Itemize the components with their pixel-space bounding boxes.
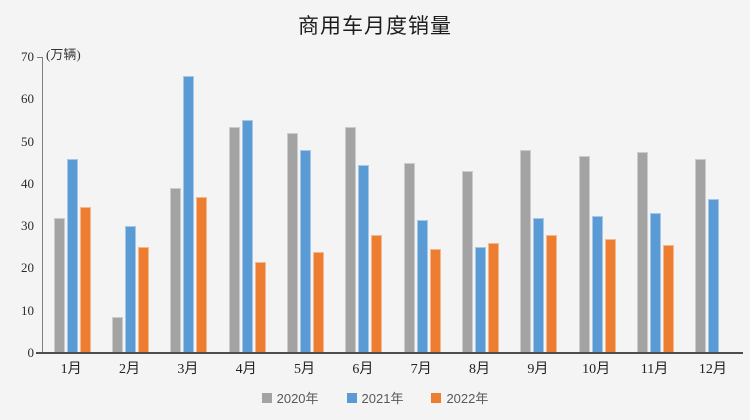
bar-2020年 xyxy=(520,150,532,353)
bar-2020年 xyxy=(578,156,590,353)
bar-2022年 xyxy=(196,196,208,353)
bar-2020年 xyxy=(461,171,473,353)
bar-group xyxy=(510,57,568,353)
y-axis-label: 30 xyxy=(21,218,34,234)
bar-2022年 xyxy=(604,238,616,353)
x-axis-label: 5月 xyxy=(293,362,315,377)
bar-2020年 xyxy=(286,133,298,353)
bar-2021年 xyxy=(124,226,136,353)
bar-2021年 xyxy=(649,213,661,353)
bar-2021年 xyxy=(66,158,78,353)
y-axis-label: 70 xyxy=(21,49,34,64)
y-axis-label: 10 xyxy=(21,302,34,318)
bar-group xyxy=(568,57,626,353)
x-axis-line xyxy=(36,352,743,354)
x-axis-label: 12月 xyxy=(698,362,727,377)
bar-2021年 xyxy=(358,164,370,353)
legend-label: 2020年 xyxy=(276,391,319,406)
plot-area xyxy=(42,57,743,353)
bar-2020年 xyxy=(636,152,648,353)
legend-swatch-icon xyxy=(261,392,272,403)
bar-2020年 xyxy=(53,217,65,353)
bar-group xyxy=(626,57,684,353)
bar-2020年 xyxy=(345,126,357,353)
legend-label: 2022年 xyxy=(446,391,489,406)
legend-item: 2020年 xyxy=(261,388,319,407)
bar-2020年 xyxy=(228,126,240,353)
y-axis-label: 50 xyxy=(21,133,34,149)
bar-group xyxy=(276,57,334,353)
bar-2022年 xyxy=(312,251,324,353)
bar-group xyxy=(218,57,276,353)
bar-2021年 xyxy=(299,150,311,353)
bar-2021年 xyxy=(416,219,428,353)
bar-group xyxy=(101,57,159,353)
bar-group xyxy=(685,57,743,353)
bar-2021年 xyxy=(183,76,195,353)
legend: 2020年 2021年 2022年 xyxy=(0,388,750,407)
bar-2022年 xyxy=(79,207,91,353)
x-axis-label: 1月 xyxy=(60,362,82,377)
bar-group xyxy=(160,57,218,353)
x-axis-label: 8月 xyxy=(468,362,490,377)
x-axis-label: 4月 xyxy=(235,362,257,377)
bar-2022年 xyxy=(137,247,149,353)
x-axis-label: 6月 xyxy=(352,362,374,377)
bar-2020年 xyxy=(170,188,182,353)
bar-2022年 xyxy=(487,243,499,353)
y-axis-label: 20 xyxy=(21,260,34,276)
bar-group xyxy=(43,57,101,353)
bar-2020年 xyxy=(695,158,707,353)
chart-title: 商用车月度销量 xyxy=(298,14,452,38)
legend-swatch-icon xyxy=(431,392,442,403)
bar-group xyxy=(451,57,509,353)
bar-group xyxy=(393,57,451,353)
y-axis-label: 0 xyxy=(27,345,35,360)
bar-2021年 xyxy=(591,215,603,353)
bar-2022年 xyxy=(546,234,558,353)
x-axis-label: 3月 xyxy=(177,362,199,377)
bar-2020年 xyxy=(111,317,123,353)
x-axis-label: 7月 xyxy=(410,362,432,377)
x-axis-label: 9月 xyxy=(527,362,549,377)
bar-2022年 xyxy=(429,249,441,353)
bar-2022年 xyxy=(254,262,266,353)
x-axis-label: 10月 xyxy=(582,362,611,377)
y-axis-unit-label: (万辆) xyxy=(46,47,81,62)
y-axis-label: 60 xyxy=(21,91,34,107)
x-axis-label: 11月 xyxy=(640,362,669,377)
y-axis-tick xyxy=(37,57,42,58)
bar-2022年 xyxy=(662,245,674,353)
legend-item: 2022年 xyxy=(431,388,488,407)
x-axis-label: 2月 xyxy=(118,362,140,377)
legend-item: 2021年 xyxy=(346,388,404,407)
bar-2020年 xyxy=(403,162,415,353)
bar-group xyxy=(335,57,393,353)
legend-swatch-icon xyxy=(346,392,357,403)
bar-2021年 xyxy=(474,247,486,353)
bar-2021年 xyxy=(241,120,253,353)
bar-2021年 xyxy=(708,198,720,353)
y-axis-label: 40 xyxy=(21,175,34,191)
bar-2021年 xyxy=(533,217,545,353)
legend-label: 2021年 xyxy=(361,391,404,406)
bar-2022年 xyxy=(371,234,383,353)
